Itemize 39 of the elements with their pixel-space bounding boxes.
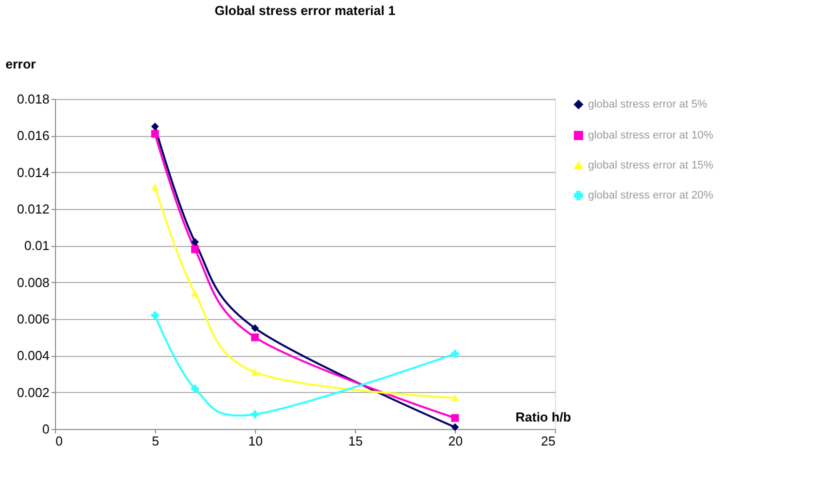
point	[151, 130, 159, 138]
x-axis-title: Ratio h/b	[516, 410, 572, 424]
point	[191, 245, 199, 254]
x-tick-label: 15	[348, 434, 363, 448]
y-tick-label: 0.014	[16, 164, 50, 180]
y-tick-label: 0.002	[16, 384, 50, 400]
point	[151, 122, 159, 130]
point	[151, 184, 159, 190]
y-tick-label: 0.004	[16, 348, 50, 364]
point	[151, 311, 159, 320]
legend-label: global stress error at 20%	[588, 190, 714, 202]
chart-title: Global stress error material 1	[214, 3, 396, 18]
x-tick-label: 25	[541, 434, 556, 448]
x-tick-label: 10	[248, 434, 263, 448]
y-axis-title: error	[6, 56, 36, 72]
point	[251, 410, 259, 418]
point	[451, 414, 459, 422]
point	[251, 333, 259, 342]
y-tick-label: 0.018	[16, 92, 50, 106]
x-tick-label: 20	[448, 434, 463, 448]
legend-label: global stress error at 10%	[588, 130, 714, 142]
x-tick-label: 0	[56, 434, 63, 448]
point	[251, 368, 259, 376]
y-tick-label: 0.006	[16, 312, 50, 326]
y-tick-label: 0.01	[24, 238, 50, 254]
point	[451, 350, 459, 358]
point	[191, 290, 199, 297]
legend-label: global stress error at 5%	[588, 98, 708, 110]
legend-label: global stress error at 15%	[588, 160, 714, 172]
y-tick-label: 0.008	[16, 274, 50, 290]
point	[451, 423, 459, 432]
point	[251, 324, 259, 332]
point	[191, 238, 199, 246]
y-tick-label: 0.012	[16, 202, 50, 216]
y-tick-label: 0	[42, 422, 50, 436]
point	[191, 384, 199, 393]
point	[451, 394, 459, 402]
x-tick-label: 5	[152, 434, 160, 448]
y-tick-label: 0.016	[16, 128, 50, 144]
